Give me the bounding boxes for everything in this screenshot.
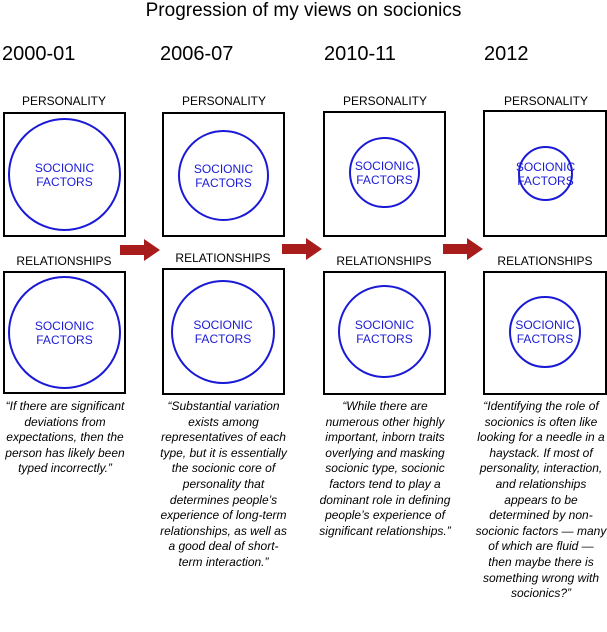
year-2010-11: 2010-11 (324, 43, 396, 65)
relationships-label: RELATIONSHIPS (16, 254, 112, 268)
socionic-text: SOCIONIC (515, 318, 575, 332)
socionic-factors-circle: SOCIONIC FACTORS (8, 276, 121, 389)
personality-box: SOCIONIC FACTORS (162, 112, 285, 237)
quote-2006-07: “Substantial variation exists among repr… (160, 399, 287, 569)
factors-text: FACTORS (356, 331, 413, 346)
socionic-factors-circle: SOCIONIC FACTORS (509, 296, 581, 368)
relationships-label: RELATIONSHIPS (497, 254, 593, 268)
socionic-factors-circle: SOCIONIC FACTORS (178, 130, 269, 221)
socionic-text: SOCIONIC (34, 160, 95, 175)
factors-text: FACTORS (36, 174, 93, 189)
personality-label: PERSONALITY (21, 94, 107, 108)
personality-box: SOCIONIC FACTORS (323, 111, 446, 237)
socionic-factors-circle: SOCIONIC FACTORS (338, 285, 431, 378)
quote-2000-01: “If there are significant deviations fro… (5, 399, 125, 476)
right-arrow-icon (282, 238, 322, 260)
factors-text: FACTORS (517, 173, 574, 188)
factors-text: FACTORS (356, 172, 413, 187)
year-2006-07: 2006-07 (160, 43, 234, 65)
socionic-text: SOCIONIC (193, 161, 254, 176)
socionic-factors-circle: SOCIONIC FACTORS (171, 280, 275, 384)
factors-text: FACTORS (516, 332, 574, 346)
socionic-factors-circle: SOCIONIC FACTORS (8, 118, 121, 231)
personality-label: PERSONALITY (181, 94, 267, 108)
socionic-text: SOCIONIC (515, 159, 576, 174)
relationships-box: SOCIONIC FACTORS (162, 268, 285, 395)
socionic-text: SOCIONIC (193, 318, 253, 332)
quote-2010-11: “While there are numerous other highly i… (319, 399, 451, 538)
socionic-text: SOCIONIC (354, 158, 415, 173)
factors-text: FACTORS (195, 175, 252, 190)
relationships-box: SOCIONIC FACTORS (323, 271, 446, 395)
relationships-label: RELATIONSHIPS (175, 251, 271, 265)
year-2000-01: 2000-01 (2, 43, 76, 65)
right-arrow-icon (443, 238, 483, 260)
socionic-factors-circle: SOCIONIC FACTORS (349, 137, 420, 208)
personality-box: SOCIONIC FACTORS (3, 112, 126, 237)
quote-2012: “Identifying the role of socionics is of… (475, 399, 607, 601)
socionic-text: SOCIONIC (34, 318, 95, 333)
personality-label: PERSONALITY (503, 94, 589, 108)
factors-text: FACTORS (36, 332, 93, 347)
diagram-title: Progression of my views on socionics (145, 0, 462, 21)
relationships-box: SOCIONIC FACTORS (483, 271, 607, 395)
relationships-box: SOCIONIC FACTORS (3, 271, 126, 394)
socionic-factors-circle: SOCIONIC FACTORS (515, 146, 576, 201)
year-2012: 2012 (484, 43, 529, 65)
personality-box: SOCIONIC FACTORS (483, 110, 607, 237)
personality-label: PERSONALITY (342, 94, 428, 108)
socionic-text: SOCIONIC (354, 317, 415, 332)
relationships-label: RELATIONSHIPS (336, 254, 432, 268)
right-arrow-icon (120, 239, 160, 261)
factors-text: FACTORS (194, 332, 252, 346)
